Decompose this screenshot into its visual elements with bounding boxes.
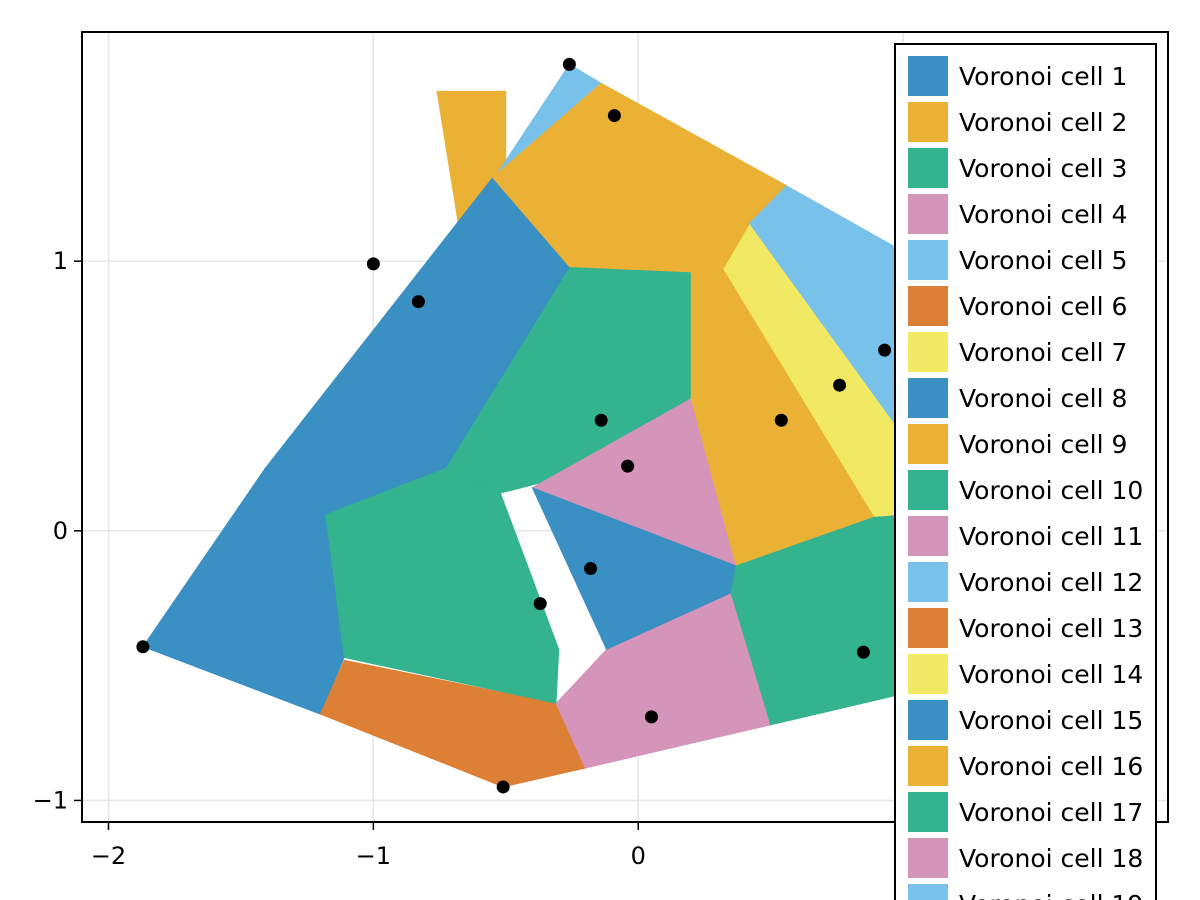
legend-swatch-5 bbox=[908, 240, 948, 280]
legend-label-5: Voronoi cell 5 bbox=[959, 246, 1127, 275]
site-point-5 bbox=[562, 57, 576, 71]
legend-label-15: Voronoi cell 15 bbox=[959, 706, 1143, 735]
site-point-17 bbox=[856, 645, 870, 659]
y-tick-label: −1 bbox=[33, 786, 68, 814]
legend-swatch-3 bbox=[908, 148, 948, 188]
legend-swatch-15 bbox=[908, 700, 948, 740]
site-point-16 bbox=[774, 413, 788, 427]
site-point-3 bbox=[594, 413, 608, 427]
plot-frame bbox=[81, 31, 1169, 823]
legend-label-1: Voronoi cell 1 bbox=[959, 62, 1127, 91]
legend-swatch-8 bbox=[908, 378, 948, 418]
site-point-15 bbox=[584, 562, 598, 576]
x-tick-label: −1 bbox=[356, 842, 391, 870]
legend-swatch-13 bbox=[908, 608, 948, 648]
legend-swatch-18 bbox=[908, 838, 948, 878]
site-point-4 bbox=[621, 459, 635, 473]
legend-label-7: Voronoi cell 7 bbox=[959, 338, 1127, 367]
x-tick-label: 0 bbox=[631, 842, 646, 870]
legend-swatch-1 bbox=[908, 56, 948, 96]
legend-swatch-12 bbox=[908, 562, 948, 602]
legend-label-4: Voronoi cell 4 bbox=[959, 200, 1127, 229]
legend-swatch-10 bbox=[908, 470, 948, 510]
site-point-1 bbox=[136, 640, 150, 654]
legend: Voronoi cell 1 Voronoi cell 2 Voronoi cell… bbox=[894, 43, 1157, 900]
legend-label-2: Voronoi cell 2 bbox=[959, 108, 1127, 137]
legend-label-17: Voronoi cell 17 bbox=[959, 798, 1143, 827]
legend-swatch-2 bbox=[908, 102, 948, 142]
x-axis-ticks: −2−101 bbox=[91, 822, 911, 870]
legend-label-11: Voronoi cell 11 bbox=[959, 522, 1143, 551]
legend-swatch-11 bbox=[908, 516, 948, 556]
site-point-6 bbox=[496, 780, 510, 794]
legend-swatch-16 bbox=[908, 746, 948, 786]
legend-label-9: Voronoi cell 9 bbox=[959, 430, 1127, 459]
legend-label-3: Voronoi cell 3 bbox=[959, 154, 1127, 183]
legend-swatch-17 bbox=[908, 792, 948, 832]
site-point-12 bbox=[878, 343, 892, 357]
legend-label-6: Voronoi cell 6 bbox=[959, 292, 1127, 321]
legend-label-18: Voronoi cell 18 bbox=[959, 844, 1143, 873]
legend-label-8: Voronoi cell 8 bbox=[959, 384, 1127, 413]
legend-label-13: Voronoi cell 13 bbox=[959, 614, 1143, 643]
site-point-7 bbox=[833, 378, 847, 392]
x-tick-label: −2 bbox=[91, 842, 126, 870]
site-point-9 bbox=[607, 109, 621, 123]
site-point-8 bbox=[411, 295, 425, 309]
legend-swatch-6 bbox=[908, 286, 948, 326]
voronoi-cell-10 bbox=[325, 468, 560, 704]
legend-label-14: Voronoi cell 14 bbox=[959, 660, 1143, 689]
site-point-2 bbox=[366, 257, 380, 271]
legend-swatch-7 bbox=[908, 332, 948, 372]
voronoi-cell-9 bbox=[492, 82, 788, 273]
y-tick-label: 1 bbox=[53, 247, 68, 275]
legend-swatch-19 bbox=[908, 884, 948, 900]
y-axis-ticks: −1 0 1 bbox=[33, 247, 82, 814]
legend-swatch-9 bbox=[908, 424, 948, 464]
legend-swatch-4 bbox=[908, 194, 948, 234]
y-tick-label: 0 bbox=[53, 517, 68, 545]
legend-label-16: Voronoi cell 16 bbox=[959, 752, 1143, 781]
site-point-11 bbox=[644, 710, 658, 724]
legend-label-12: Voronoi cell 12 bbox=[959, 568, 1143, 597]
legend-label-10: Voronoi cell 10 bbox=[959, 476, 1143, 505]
site-point-10 bbox=[533, 597, 547, 611]
legend-label-19: Voronoi cell 19 bbox=[959, 890, 1143, 900]
voronoi-cell-8 bbox=[264, 176, 570, 516]
legend-swatch-14 bbox=[908, 654, 948, 694]
